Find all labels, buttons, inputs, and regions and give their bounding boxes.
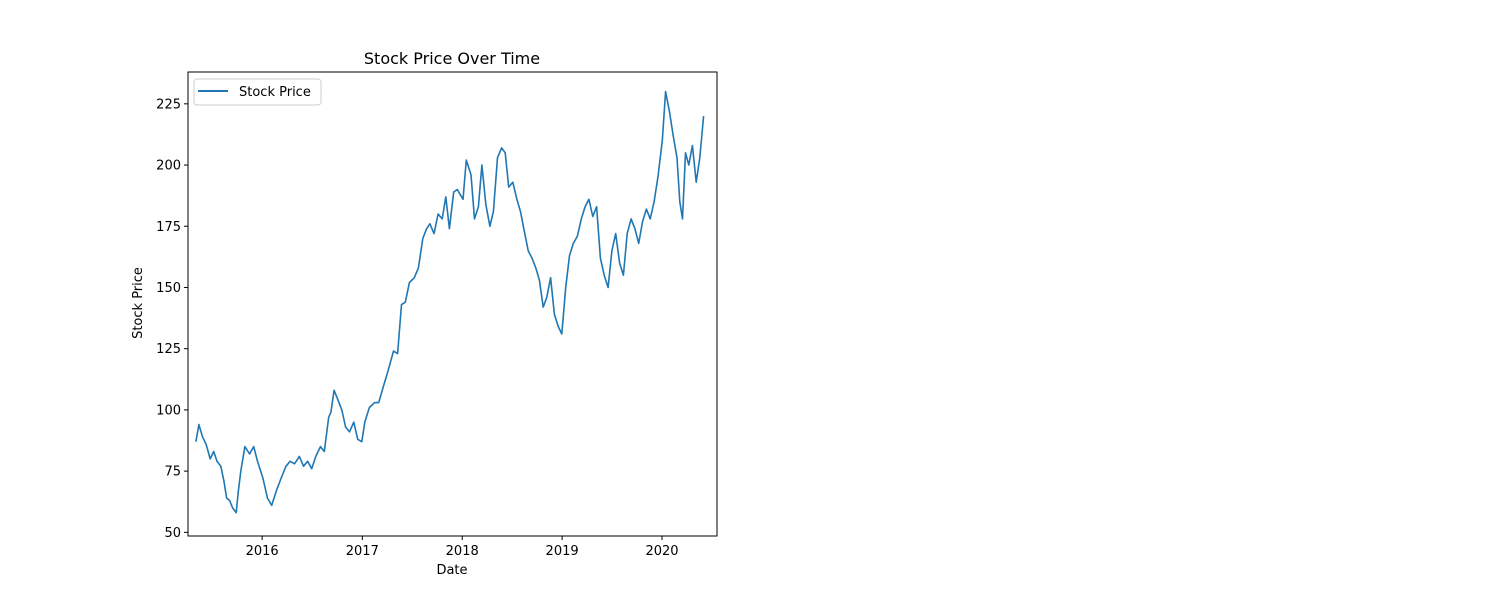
y-axis-label: Stock Price [131,267,146,339]
y-tick-label: 100 [156,403,181,418]
legend-frame [193,78,322,106]
legend-label: Stock Price [239,85,311,100]
x-axis-label: Date [436,563,467,578]
x-tick-label: 2016 [246,544,279,559]
y-tick-label: 225 [156,97,181,112]
plot-area [195,90,705,514]
y-tick-label: 200 [156,159,181,174]
plot-frame [187,71,718,537]
x-axis: 2016 2017 2018 2019 2020 [246,536,679,559]
legend: Stock Price [193,78,322,106]
chart-title: Stock Price Over Time [364,49,540,68]
y-tick-label: 125 [156,342,181,357]
series-line-0 [195,90,705,514]
y-tick-label: 175 [156,220,181,235]
x-tick-label: 2018 [446,544,479,559]
x-tick-label: 2019 [546,544,579,559]
x-tick-label: 2017 [346,544,379,559]
y-tick-label: 75 [164,465,181,480]
y-tick-label: 150 [156,281,181,296]
y-axis: 50 75 100 125 150 175 200 225 [156,97,188,541]
x-tick-label: 2020 [645,544,678,559]
y-tick-label: 50 [164,526,181,541]
